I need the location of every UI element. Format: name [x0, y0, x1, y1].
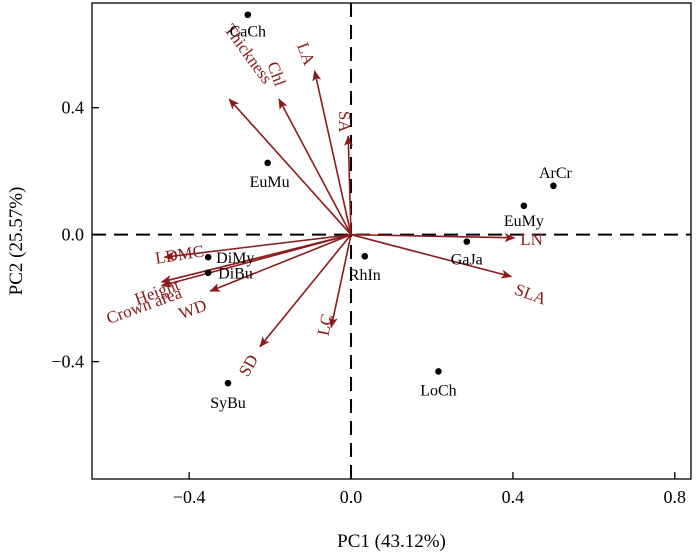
- vector-sla-arrow: [350, 233, 513, 279]
- point-rhin-marker: [361, 252, 369, 260]
- vector-chl-label: Chl: [263, 59, 289, 89]
- reference-lines: [92, 3, 691, 479]
- y-tick-label: 0.4: [62, 98, 85, 118]
- point-arcr-marker: [550, 182, 557, 190]
- vector-la-arrow: [312, 70, 352, 235]
- vector-thickness-arrow: [228, 98, 352, 236]
- vector-wd-arrow: [209, 233, 352, 292]
- vector-ldmc-label: LDMC: [154, 241, 205, 267]
- point-sybu-label: SyBu: [210, 395, 246, 412]
- point-dimy-marker: [204, 253, 212, 261]
- y-axis-title: PC2 (25.57%): [6, 187, 27, 296]
- x-tick-label: 0.4: [502, 487, 525, 507]
- point-rhin-label: RhIn: [349, 267, 381, 284]
- x-tick-label: −0.4: [173, 487, 206, 507]
- point-gaja-label: GaJa: [451, 252, 483, 269]
- y-tick-label: 0.0: [62, 225, 85, 245]
- point-arcr-label: ArCr: [539, 165, 573, 182]
- vector-crown-area-arrow: [160, 233, 352, 288]
- point-eumu-marker: [264, 159, 271, 167]
- vector-chl-arrow: [278, 98, 352, 236]
- point-loch-marker: [435, 368, 442, 375]
- point-dibu-marker: [204, 269, 212, 277]
- vector-sa-label: SA: [335, 111, 354, 133]
- vector-la-label: LA: [293, 40, 319, 68]
- point-eumy-label: EuMy: [504, 213, 544, 230]
- point-dimy-label: DiMy: [216, 250, 254, 267]
- point-dibu-label: DiBu: [218, 266, 253, 283]
- vector-sla-label: SLA: [512, 280, 549, 309]
- vector-ln-label: LN: [520, 230, 543, 249]
- vector-sd-label: SD: [235, 351, 262, 379]
- axis-ticks: −0.4 0.0 0.4 0.8 −0.4 0.0 0.4: [51, 98, 686, 507]
- x-axis-title: PC1 (43.12%): [337, 531, 446, 552]
- vector-sa-arrow: [343, 135, 353, 235]
- vector-lc-label: LC: [314, 312, 337, 337]
- point-loch-label: LoCh: [420, 382, 456, 399]
- point-cach-marker: [244, 11, 252, 19]
- x-tick-label: 0.8: [664, 487, 687, 507]
- vector-ldmc-arrow: [163, 233, 352, 261]
- vector-sd-arrow: [259, 234, 352, 348]
- point-eumy-marker: [520, 202, 528, 210]
- point-sybu-marker: [224, 379, 232, 387]
- point-cach-label: CaCh: [230, 24, 266, 41]
- y-tick-label: −0.4: [51, 352, 84, 372]
- x-tick-label: 0.0: [340, 487, 363, 507]
- point-eumu-label: EuMu: [250, 174, 290, 191]
- vector-lc-arrow: [328, 234, 352, 329]
- vector-ln-arrow: [351, 233, 516, 243]
- point-gaja-marker: [463, 238, 471, 245]
- plot-frame: [91, 2, 692, 480]
